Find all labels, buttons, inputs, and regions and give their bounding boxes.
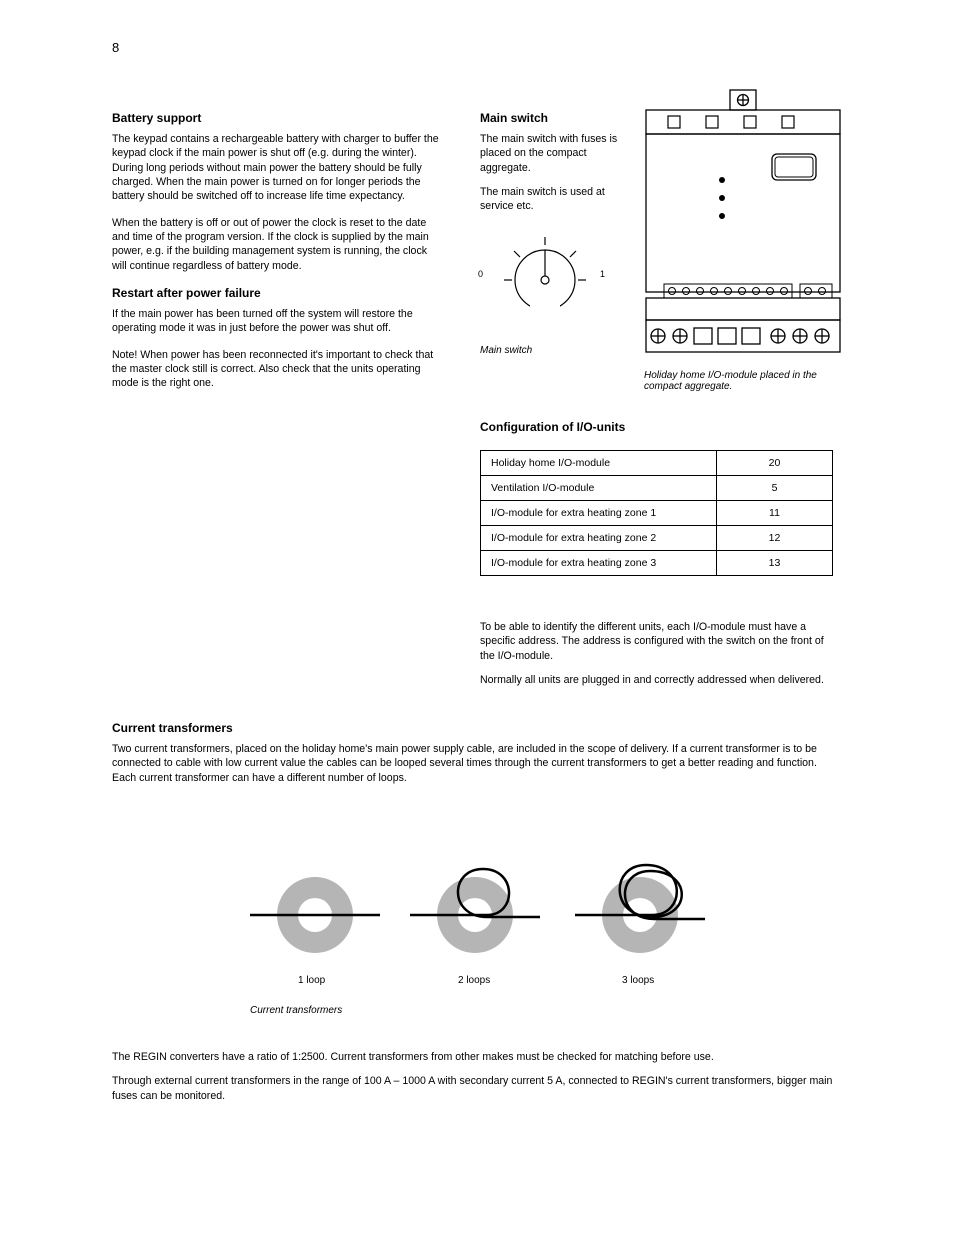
para-main-switch-2: The main switch is used at service etc. — [480, 185, 630, 214]
dial-label-1: 1 — [600, 269, 605, 279]
io-module-diagram — [644, 88, 842, 360]
left-column: Battery support The keypad contains a re… — [112, 110, 442, 403]
toroid-label-1: 1 loop — [298, 975, 325, 986]
para-ct-after-2: Through external current transformers in… — [112, 1074, 842, 1103]
toroid-caption: Current transformers — [250, 1005, 740, 1016]
cell-addr: 13 — [717, 551, 833, 576]
dial-labels: 0 1 — [480, 225, 610, 335]
table-row: I/O-module for extra heating zone 2 12 — [481, 526, 833, 551]
page-number: 8 — [112, 40, 119, 55]
page: 8 Battery support The keypad contains a … — [0, 0, 954, 1235]
cell-name: I/O-module for extra heating zone 2 — [481, 526, 717, 551]
cell-addr: 20 — [717, 451, 833, 476]
heading-config: Configuration of I/O-units — [480, 420, 625, 434]
caption-io-module: Holiday home I/O-module placed in the co… — [644, 370, 844, 392]
table-row: Ventilation I/O-module 5 — [481, 476, 833, 501]
para-battery-2: When the battery is off or out of power … — [112, 216, 442, 273]
table-row: I/O-module for extra heating zone 1 11 — [481, 501, 833, 526]
cell-addr: 12 — [717, 526, 833, 551]
heading-main-switch: Main switch — [480, 110, 630, 126]
cell-name: I/O-module for extra heating zone 3 — [481, 551, 717, 576]
footer-text: The REGIN converters have a ratio of 1:2… — [112, 1050, 842, 1113]
para-ct-1: Two current transformers, placed on the … — [112, 742, 842, 785]
toroid-diagram — [250, 855, 740, 975]
cell-addr: 5 — [717, 476, 833, 501]
heading-restart: Restart after power failure — [112, 285, 442, 301]
current-transformers-section: Current transformers Two current transfo… — [112, 720, 842, 797]
para-battery-1: The keypad contains a rechargeable batte… — [112, 132, 442, 203]
para-config-2: Normally all units are plugged in and co… — [480, 673, 840, 687]
table-row: I/O-module for extra heating zone 3 13 — [481, 551, 833, 576]
cell-name: I/O-module for extra heating zone 1 — [481, 501, 717, 526]
toroid-label-2: 2 loops — [458, 975, 490, 986]
para-restart-2: Note! When power has been reconnected it… — [112, 348, 442, 391]
caption-main-switch: Main switch — [480, 345, 630, 356]
para-restart-1: If the main power has been turned off th… — [112, 307, 442, 336]
heading-battery-support: Battery support — [112, 110, 442, 126]
after-table-text: To be able to identify the different uni… — [480, 620, 840, 697]
toroid-label-3: 3 loops — [622, 975, 654, 986]
cell-addr: 11 — [717, 501, 833, 526]
para-main-switch-1: The main switch with fuses is placed on … — [480, 132, 630, 175]
right-top-column: Main switch The main switch with fuses i… — [480, 110, 630, 224]
heading-current-transformers: Current transformers — [112, 720, 842, 736]
cell-name: Ventilation I/O-module — [481, 476, 717, 501]
table-row: Holiday home I/O-module 20 — [481, 451, 833, 476]
dial-label-0: 0 — [478, 269, 483, 279]
config-table: Holiday home I/O-module 20 Ventilation I… — [480, 450, 833, 576]
para-config-1: To be able to identify the different uni… — [480, 620, 840, 663]
para-ct-after-1: The REGIN converters have a ratio of 1:2… — [112, 1050, 842, 1064]
cell-name: Holiday home I/O-module — [481, 451, 717, 476]
